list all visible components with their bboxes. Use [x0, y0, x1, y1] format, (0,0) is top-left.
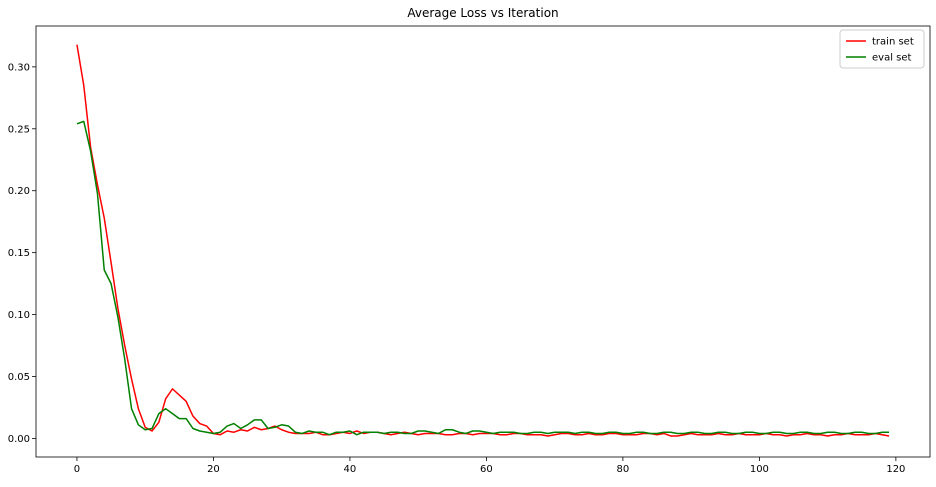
y-tick-label: 0.30 [8, 62, 30, 73]
x-tick-label: 120 [886, 464, 905, 475]
x-tick-label: 100 [750, 464, 769, 475]
legend-label-train-set: train set [872, 37, 914, 48]
y-tick-label: 0.00 [8, 434, 30, 445]
legend-box [839, 29, 925, 69]
chart-title: Average Loss vs Iteration [407, 6, 558, 20]
x-tick-label: 20 [207, 464, 220, 475]
y-tick-label: 0.05 [8, 372, 30, 383]
y-tick-label: 0.20 [8, 186, 30, 197]
y-tick-label: 0.15 [8, 248, 30, 259]
x-tick-label: 40 [344, 464, 357, 475]
x-tick-label: 80 [617, 464, 630, 475]
y-tick-label: 0.25 [8, 124, 30, 135]
x-tick-label: 60 [480, 464, 493, 475]
series-line-train-set [76, 44, 890, 437]
series-line-eval-set [76, 120, 890, 436]
x-tick-label: 0 [74, 464, 80, 475]
legend-label-eval-set: eval set [872, 53, 912, 64]
y-tick-label: 0.10 [8, 310, 30, 321]
plot-frame [35, 25, 931, 458]
